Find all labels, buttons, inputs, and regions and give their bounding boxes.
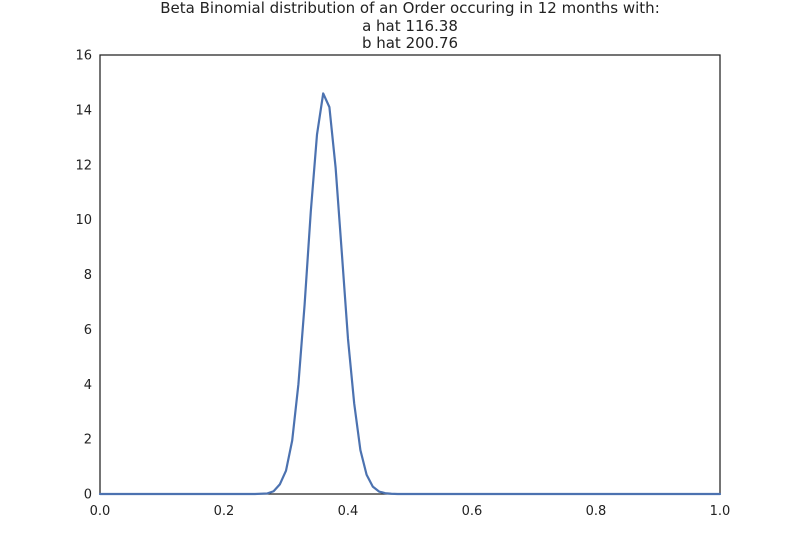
x-tick-label: 0.4 bbox=[338, 504, 359, 519]
y-tick-label: 4 bbox=[84, 378, 92, 393]
series-group bbox=[98, 92, 722, 496]
x-axis: 0.0 0.2 0.4 0.6 0.8 1.0 bbox=[90, 504, 731, 519]
x-tick-label: 1.0 bbox=[710, 504, 731, 519]
chart-title-line-2: a hat 116.38 bbox=[362, 16, 458, 35]
chart-title: Beta Binomial distribution of an Order o… bbox=[100, 0, 720, 53]
y-tick-label: 14 bbox=[75, 103, 92, 118]
y-axis: 0 2 4 6 8 10 12 14 16 bbox=[75, 49, 92, 503]
chart-title-line-3: b hat 200.76 bbox=[361, 34, 459, 52]
y-tick-label: 2 bbox=[84, 433, 92, 448]
x-tick-label: 0.6 bbox=[462, 504, 483, 519]
y-tick-label: 12 bbox=[75, 158, 92, 173]
y-tick-label: 8 bbox=[84, 268, 92, 283]
y-tick-label: 0 bbox=[84, 488, 92, 503]
y-tick-label: 10 bbox=[75, 213, 92, 228]
plot-area-frame bbox=[99, 54, 721, 495]
y-tick-label: 16 bbox=[75, 49, 92, 64]
x-tick-label: 0.2 bbox=[214, 504, 235, 519]
x-tick-label: 0.8 bbox=[586, 504, 607, 519]
x-tick-label: 0.0 bbox=[90, 504, 111, 519]
chart-title-line-1: Beta Binomial distribution of an Order o… bbox=[160, 0, 660, 17]
y-tick-label: 6 bbox=[84, 323, 92, 338]
series-line bbox=[98, 92, 722, 496]
